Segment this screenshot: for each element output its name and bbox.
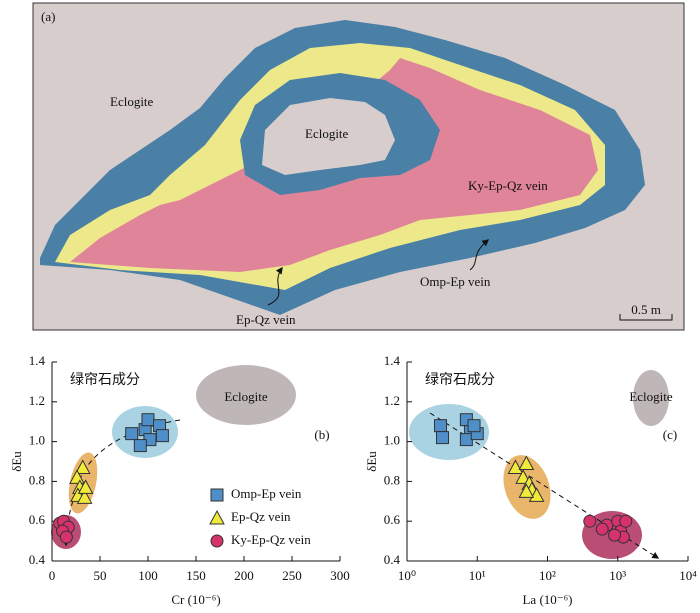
y-tick-label: 1.0 xyxy=(29,433,45,448)
marker xyxy=(434,419,448,433)
marker xyxy=(210,534,224,548)
field xyxy=(196,365,296,425)
scale-bar xyxy=(619,314,673,321)
pointer xyxy=(267,266,283,306)
x-tick-label: 50 xyxy=(94,568,107,583)
panel-label: (c) xyxy=(663,427,677,442)
x-axis-label: La (10⁻⁶) xyxy=(522,592,572,607)
marker xyxy=(155,429,169,443)
inner-eclogite xyxy=(262,98,395,175)
marker xyxy=(518,455,535,470)
marker xyxy=(528,487,545,502)
x-tick-label: 300 xyxy=(330,568,350,583)
legend-label: Ky-Ep-Qz vein xyxy=(231,532,311,547)
x-tick-label: 10¹ xyxy=(469,568,486,583)
marker xyxy=(141,413,155,427)
field-label: Eclogite xyxy=(629,389,673,404)
legend-label: Ep-Qz vein xyxy=(231,509,291,524)
pointer xyxy=(469,239,490,271)
marker xyxy=(459,433,473,447)
marker xyxy=(59,530,73,544)
x-tick-label: 10² xyxy=(539,568,556,583)
x-tick-label: 150 xyxy=(186,568,206,583)
marker xyxy=(69,469,85,484)
marker xyxy=(608,528,622,542)
x-axis-label: Cr (10⁻⁶) xyxy=(171,592,220,607)
y-tick-label: 0.4 xyxy=(384,552,401,567)
marker xyxy=(77,479,94,494)
marker xyxy=(515,469,531,484)
map-label: Ep-Qz vein xyxy=(236,312,296,327)
marker xyxy=(76,489,93,504)
marker xyxy=(583,514,597,528)
marker xyxy=(133,439,147,453)
scale-label: 0.5 m xyxy=(631,302,661,317)
marker xyxy=(619,514,633,528)
y-axis-label: δEu xyxy=(9,451,24,472)
panel-label: (b) xyxy=(314,427,329,442)
x-tick-label: 10⁴ xyxy=(679,568,697,583)
x-tick-label: 100 xyxy=(138,568,158,583)
marker xyxy=(467,419,481,433)
x-tick-label: 10³ xyxy=(609,568,626,583)
y-tick-label: 0.6 xyxy=(384,512,401,527)
annotation: 绿帘石成分 xyxy=(425,372,495,388)
x-tick-label: 0 xyxy=(49,568,56,583)
marker xyxy=(507,459,524,474)
marker xyxy=(125,427,139,441)
panel-label: (a) xyxy=(41,9,55,24)
y-tick-label: 1.2 xyxy=(384,393,400,408)
marker xyxy=(435,431,449,445)
marker xyxy=(518,483,535,498)
map-label: Eclogite xyxy=(305,126,349,141)
map-label: Omp-Ep vein xyxy=(420,274,491,289)
field-label: Eclogite xyxy=(224,389,268,404)
x-tick-label: 250 xyxy=(282,568,302,583)
marker xyxy=(595,522,609,536)
marker xyxy=(209,509,225,525)
map-label: Ky-Ep-Qz vein xyxy=(468,178,548,193)
y-tick-label: 1.4 xyxy=(29,353,46,368)
annotation: 绿帘石成分 xyxy=(70,372,140,388)
map-label: Eclogite xyxy=(110,94,154,109)
y-tick-label: 1.0 xyxy=(384,433,400,448)
y-tick-label: 0.8 xyxy=(384,472,400,487)
x-tick-label: 200 xyxy=(234,568,254,583)
y-tick-label: 0.8 xyxy=(29,472,45,487)
y-tick-label: 0.6 xyxy=(29,512,46,527)
legend-label: Omp-Ep vein xyxy=(231,486,302,501)
field xyxy=(633,370,669,426)
marker xyxy=(74,459,91,474)
y-axis-label: δEu xyxy=(364,451,379,472)
x-tick-label: 10⁰ xyxy=(398,568,416,583)
y-tick-label: 0.4 xyxy=(29,552,46,567)
marker xyxy=(210,488,224,502)
y-tick-label: 1.2 xyxy=(29,393,45,408)
y-tick-label: 1.4 xyxy=(384,353,401,368)
